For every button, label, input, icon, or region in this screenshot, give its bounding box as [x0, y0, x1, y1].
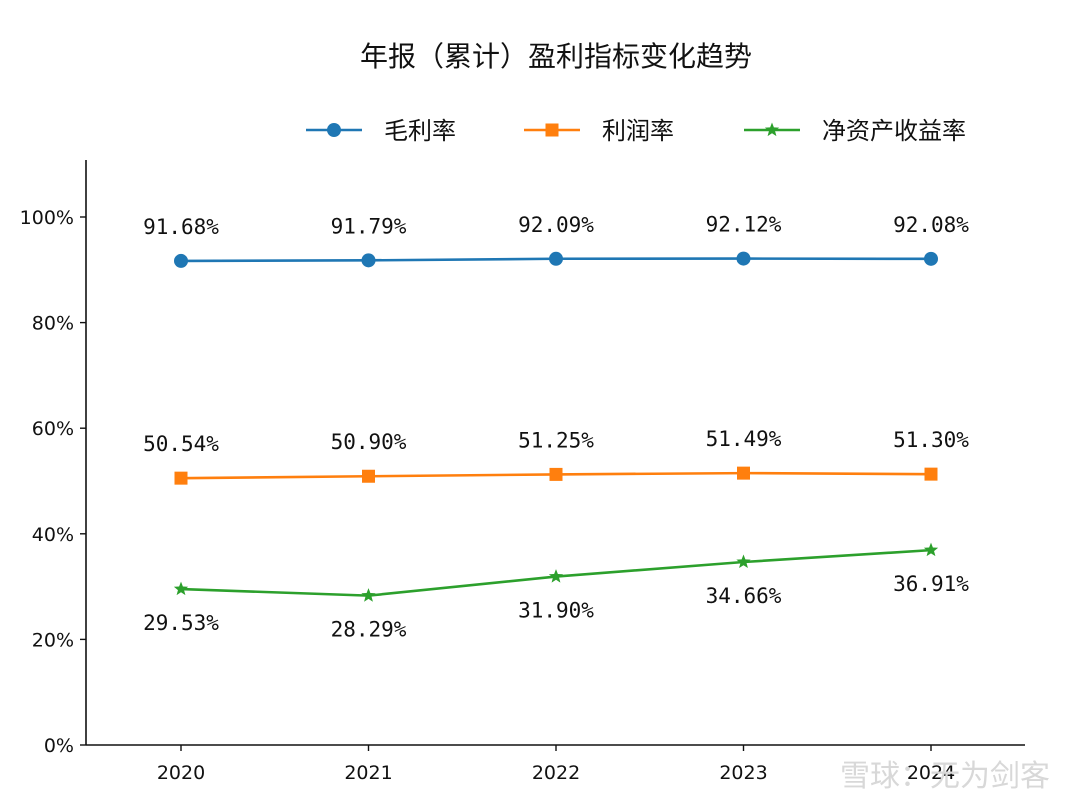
data-labels: 91.68% 91.79% 92.09% 92.12% 92.08% 50.54% 50.9… — [143, 213, 969, 642]
y-tick-label: 20% — [32, 629, 74, 651]
data-point — [361, 588, 376, 602]
data-label: 51.30% — [893, 428, 969, 452]
data-point — [549, 467, 563, 481]
legend-item: 净资产收益率 — [744, 117, 966, 145]
data-label: 50.54% — [143, 432, 219, 456]
data-label: 28.29% — [331, 618, 407, 642]
watermark: 雪球：无为剑客 — [840, 759, 1050, 794]
data-label: 92.08% — [893, 213, 969, 237]
data-label: 51.49% — [706, 427, 782, 451]
legend-label: 毛利率 — [384, 117, 456, 145]
x-tick-label: 2023 — [719, 762, 767, 784]
data-point — [736, 251, 751, 266]
y-tick-label: 40% — [32, 524, 74, 546]
legend-marker — [764, 122, 780, 137]
data-point — [174, 471, 188, 485]
series-1 — [174, 251, 938, 268]
series-layer — [173, 251, 939, 602]
data-point — [924, 467, 938, 481]
data-point — [362, 469, 375, 483]
data-point — [174, 253, 188, 268]
data-label: 34.66% — [706, 584, 782, 608]
legend-label: 利润率 — [602, 117, 674, 145]
data-label: 91.68% — [143, 215, 219, 239]
x-tick-label: 2022 — [532, 762, 580, 784]
data-label: 31.90% — [518, 599, 594, 623]
legend: 毛利率 利润率 净资产收益率 — [306, 117, 966, 145]
x-tick-label: 2024 — [907, 762, 955, 784]
x-tick-label: 2021 — [344, 762, 392, 784]
data-point — [736, 554, 751, 569]
axes: 0% 20% 40% 60% 80% 100% 2020 2021 2022 2023 2024 — [20, 160, 1025, 784]
y-tick-label: 0% — [44, 735, 74, 757]
data-label: 92.12% — [706, 213, 782, 237]
data-label: 91.79% — [331, 214, 407, 238]
legend-marker — [545, 123, 559, 137]
data-point — [737, 466, 750, 480]
data-label: 92.09% — [518, 213, 594, 237]
data-point — [548, 569, 564, 583]
data-point — [173, 581, 189, 596]
legend-marker — [327, 123, 341, 137]
x-tick-label: 2020 — [157, 762, 205, 784]
data-point — [923, 542, 939, 557]
legend-item: 毛利率 — [306, 117, 456, 145]
data-point — [361, 253, 376, 268]
series-2 — [174, 466, 938, 485]
legend-label: 净资产收益率 — [822, 117, 966, 145]
series-3 — [173, 542, 939, 602]
data-label: 50.90% — [331, 430, 407, 454]
y-tick-label: 100% — [20, 207, 74, 229]
data-label: 29.53% — [143, 611, 219, 635]
y-tick-label: 60% — [32, 418, 74, 440]
data-point — [924, 251, 938, 266]
chart-title: 年报（累计）盈利指标变化趋势 — [360, 40, 752, 73]
y-tick-label: 80% — [32, 313, 74, 335]
data-label: 51.25% — [518, 428, 594, 452]
legend-item: 利润率 — [524, 117, 674, 145]
data-point — [549, 251, 563, 266]
data-label: 36.91% — [893, 572, 969, 596]
